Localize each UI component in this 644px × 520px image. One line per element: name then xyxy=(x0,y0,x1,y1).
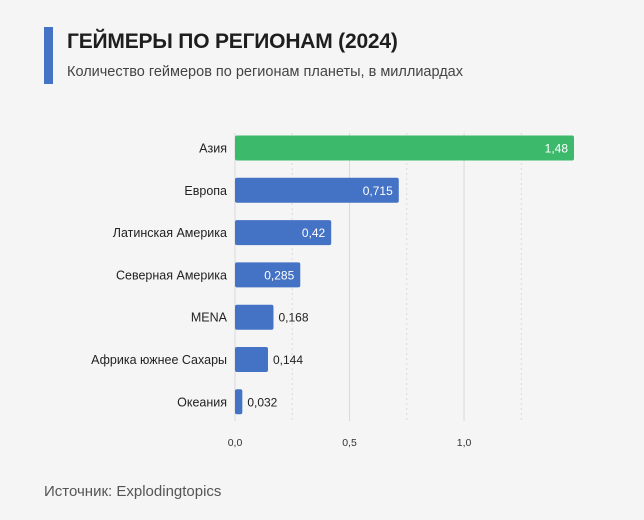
data-label: 0,715 xyxy=(363,184,393,198)
data-label: 0,285 xyxy=(264,268,294,282)
category-label: Азия xyxy=(199,142,227,156)
bar xyxy=(235,177,399,203)
data-label: 0,144 xyxy=(273,353,303,367)
category-label: Северная Америка xyxy=(116,268,227,282)
x-tick-label: 1,0 xyxy=(457,437,472,449)
bar xyxy=(235,389,243,415)
x-tick-label: 0,5 xyxy=(342,437,357,449)
bar xyxy=(235,304,274,330)
x-tick-label: 0,0 xyxy=(228,437,243,449)
chart-subtitle: Количество геймеров по регионам планеты,… xyxy=(67,64,463,80)
data-label: 0,168 xyxy=(278,311,308,325)
bar xyxy=(235,135,574,161)
data-label: 1,48 xyxy=(545,142,569,156)
title-accent-bar xyxy=(44,27,53,84)
bar xyxy=(235,262,301,288)
bar xyxy=(235,347,268,372)
source-note: Источник: Explodingtopics xyxy=(44,483,222,500)
category-label: Европа xyxy=(184,184,227,198)
category-label: Океания xyxy=(177,395,227,409)
category-label: MENA xyxy=(191,311,228,325)
bar xyxy=(235,220,332,246)
category-label: Африка южнее Сахары xyxy=(91,353,227,367)
data-label: 0,42 xyxy=(302,226,326,240)
chart-title: ГЕЙМЕРЫ ПО РЕГИОНАМ (2024) xyxy=(67,30,398,53)
data-label: 0,032 xyxy=(247,395,277,409)
category-label: Латинская Америка xyxy=(113,226,227,240)
